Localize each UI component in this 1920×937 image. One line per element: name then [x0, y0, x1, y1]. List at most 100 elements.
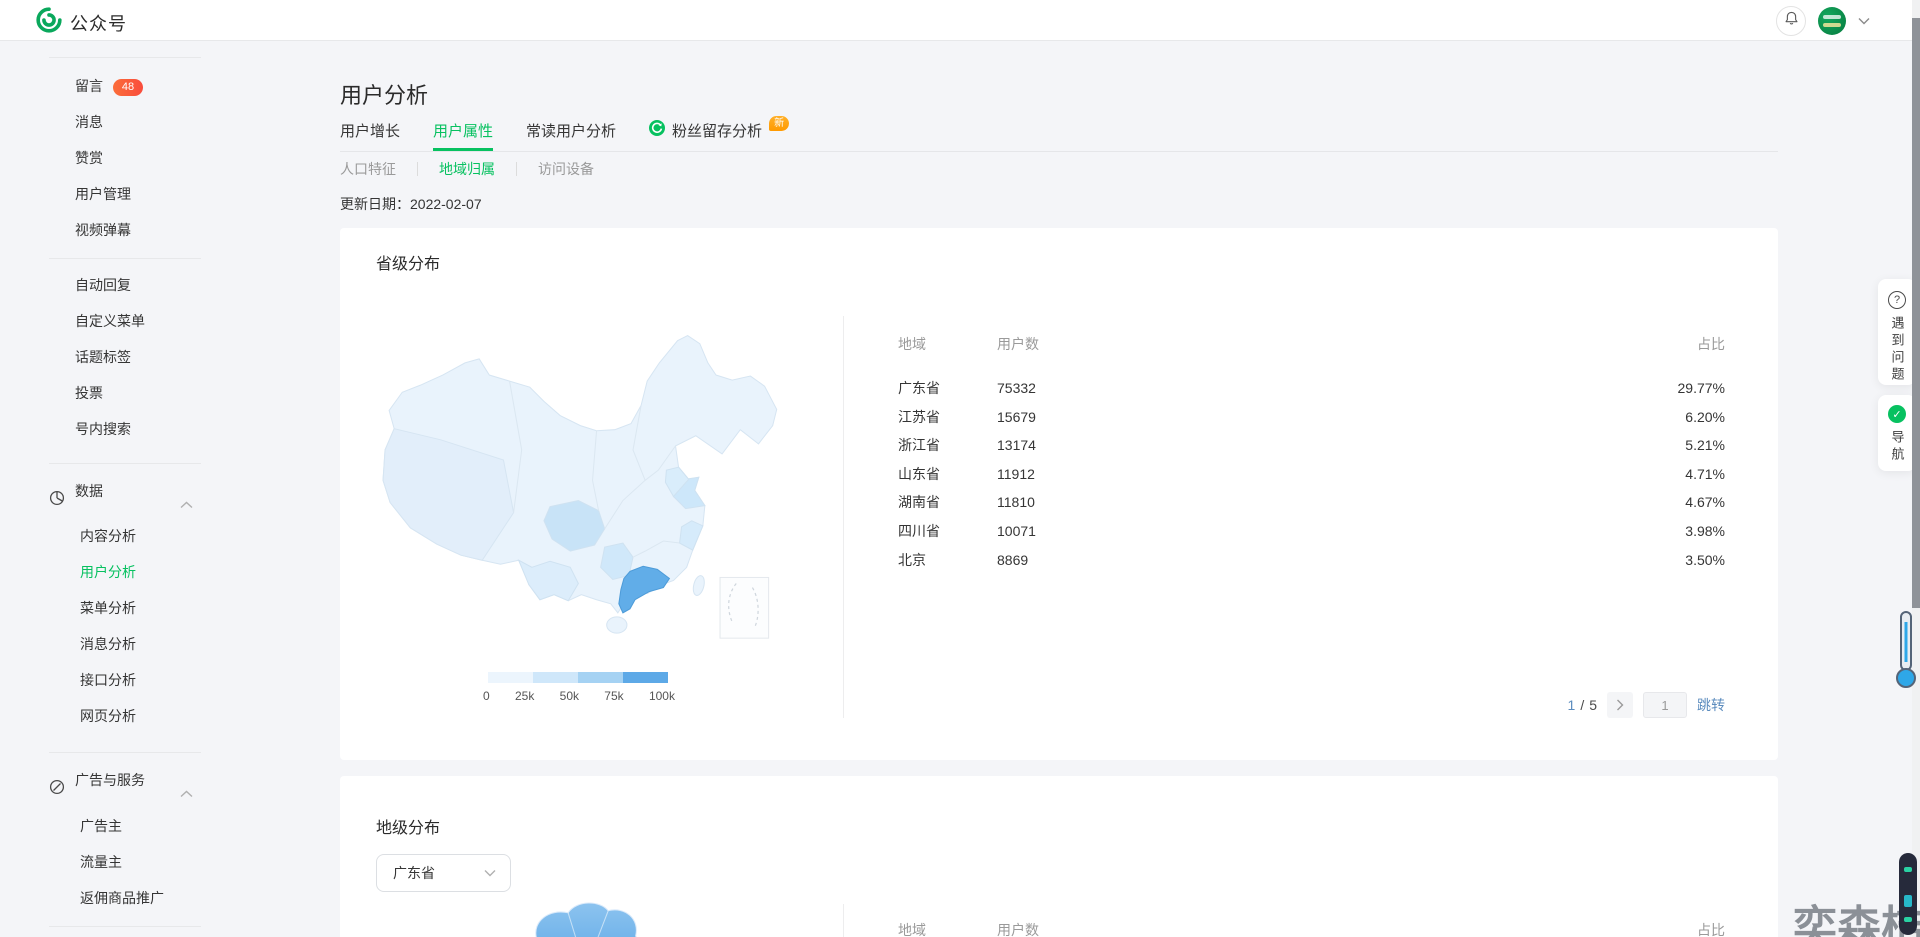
sidebar-item-自动回复[interactable]: 自动回复 [0, 267, 240, 303]
table-row: 江苏省 15679 6.20% [898, 403, 1725, 432]
region-cell: 江苏省 [898, 408, 940, 425]
tab-用户属性[interactable]: 用户属性 [433, 121, 494, 151]
region-cell: 广东省 [898, 380, 940, 396]
tab-常读用户分析[interactable]: 常读用户分析 [526, 121, 616, 151]
logo[interactable]: 公众号 [36, 7, 127, 38]
sidebar-item-流量主[interactable]: 流量主 [0, 844, 240, 880]
sidebar-item-号内搜索[interactable]: 号内搜索 [0, 411, 240, 447]
tab-粉丝留存分析[interactable]: 粉丝留存分析新 [649, 115, 790, 151]
sidebar-item-接口分析[interactable]: 接口分析 [0, 662, 240, 698]
help-widget-label: 遇到问题 [1889, 316, 1905, 384]
region-cell: 四川省 [898, 522, 940, 539]
sidebar-item-内容分析[interactable]: 内容分析 [0, 518, 240, 554]
sidebar-item-label: 接口分析 [80, 672, 136, 688]
help-widget[interactable]: ? 遇到问题 [1878, 279, 1916, 385]
sidebar-section-label: 数据 [75, 483, 103, 499]
update-date-value: 2022-02-07 [410, 196, 482, 212]
extension-pill [1899, 853, 1917, 935]
sidebar-item-菜单分析[interactable]: 菜单分析 [0, 590, 240, 626]
chevron-right-icon [1617, 699, 1624, 711]
sidebar-item-网页分析[interactable]: 网页分析 [0, 698, 240, 734]
table-row: 四川省 10071 3.98% [898, 517, 1725, 546]
sidebar-item-label: 话题标签 [75, 349, 131, 365]
watermark: 奕森桔 [1793, 903, 1920, 937]
guangdong-map[interactable] [520, 898, 650, 937]
sidebar-item-用户管理[interactable]: 用户管理 [0, 176, 240, 212]
thermometer-icon [1896, 610, 1916, 699]
page-jump-input[interactable] [1643, 692, 1687, 718]
account-chevron-down-icon[interactable] [1858, 12, 1870, 30]
sidebar-item-用户分析[interactable]: 用户分析 [0, 554, 240, 590]
percent-cell: 29.77% [1677, 380, 1725, 396]
question-icon: ? [1888, 291, 1906, 309]
sidebar-item-话题标签[interactable]: 话题标签 [0, 339, 240, 375]
sidebar-item-广告主[interactable]: 广告主 [0, 808, 240, 844]
legend-tick: 100k [648, 689, 675, 703]
sidebar-section-data[interactable]: 数据 [0, 473, 240, 509]
notification-bell-button[interactable] [1776, 5, 1806, 36]
sidebar-item-投票[interactable]: 投票 [0, 375, 240, 411]
tab-label: 用户属性 [433, 122, 494, 140]
province-select[interactable]: 广东省 [376, 854, 511, 892]
card-title: 地级分布 [376, 820, 441, 837]
sidebar-item-消息[interactable]: 消息 [0, 104, 240, 140]
next-page-button[interactable] [1607, 692, 1633, 718]
hainan-island [606, 616, 628, 634]
percent-cell: 4.67% [1685, 494, 1725, 511]
sidebar-item-label: 返佣商品推广 [80, 890, 164, 906]
scrollbar-thumb[interactable] [1912, 18, 1920, 608]
page-title: 用户分析 [340, 83, 429, 108]
divider [516, 162, 517, 176]
sidebar-item-label: 内容分析 [80, 528, 136, 544]
tab-用户增长[interactable]: 用户增长 [340, 121, 400, 151]
sidebar-item-赞赏[interactable]: 赞赏 [0, 140, 240, 176]
sidebar-item-label: 广告主 [80, 818, 122, 834]
taiwan-island [692, 575, 705, 596]
page-indicator: 1 / 5 [1567, 697, 1597, 713]
logo-text: 公众号 [70, 13, 127, 34]
sidebar-item-label: 投票 [75, 385, 103, 401]
sidebar-item-label: 菜单分析 [80, 600, 136, 616]
sidebar-item-label: 赞赏 [75, 150, 103, 166]
sidebar-section-ads[interactable]: 广告与服务 [0, 762, 240, 798]
sidebar-item-返佣商品推广[interactable]: 返佣商品推广 [0, 880, 240, 916]
total-pages: 5 [1589, 697, 1597, 713]
account-avatar[interactable] [1818, 6, 1846, 35]
sidebar-item-视频弹幕[interactable]: 视频弹幕 [0, 212, 240, 248]
update-date-row: 更新日期：2022-02-07 [340, 194, 482, 214]
sidebar-item-label: 号内搜索 [75, 421, 131, 437]
sidebar-item-label: 流量主 [80, 854, 122, 870]
nav-widget[interactable]: ✓ 导航 [1878, 395, 1916, 471]
china-map[interactable] [380, 328, 800, 668]
province-distribution-card: 省级分布 [340, 228, 1778, 760]
sidebar-item-label: 消息分析 [80, 636, 136, 652]
chevron-up-icon[interactable] [180, 486, 193, 522]
region-cell: 浙江省 [898, 437, 940, 454]
subtab-地域归属[interactable]: 地域归属 [439, 161, 495, 177]
divider [843, 316, 844, 718]
subtab-人口特征[interactable]: 人口特征 [340, 161, 396, 177]
divider [843, 904, 844, 937]
sidebar-item-label: 网页分析 [80, 708, 136, 724]
tab-label: 粉丝留存分析 [672, 122, 763, 140]
pie-chart-icon [49, 483, 65, 519]
city-distribution-card: 地级分布 广东省 地域 用户数 占比 [340, 776, 1778, 937]
table-row: 广东省 75332 29.77% [898, 374, 1725, 403]
chevron-up-icon[interactable] [180, 775, 193, 811]
chevron-down-icon [484, 864, 496, 882]
subtab-访问设备[interactable]: 访问设备 [538, 161, 594, 177]
sidebar-item-自定义菜单[interactable]: 自定义菜单 [0, 303, 240, 339]
sidebar-item-留言[interactable]: 留言 48 [0, 68, 240, 104]
count-cell: 10071 [997, 522, 1036, 539]
pagination: 1 / 5 跳转 [1568, 691, 1725, 719]
column-header: 用户数 [997, 922, 1039, 937]
sidebar-item-消息分析[interactable]: 消息分析 [0, 626, 240, 662]
current-page: 1 [1567, 697, 1576, 713]
province-table: 地域 用户数 占比 广东省 75332 29.77% 江苏省 15679 6.20% 浙江省 13… [898, 334, 1725, 574]
city-table-header: 地域 用户数 占比 [898, 920, 1725, 937]
divider [49, 752, 201, 753]
new-badge: 新 [769, 115, 790, 131]
legend-gradient-bar [488, 672, 668, 683]
jump-button[interactable]: 跳转 [1697, 697, 1725, 713]
